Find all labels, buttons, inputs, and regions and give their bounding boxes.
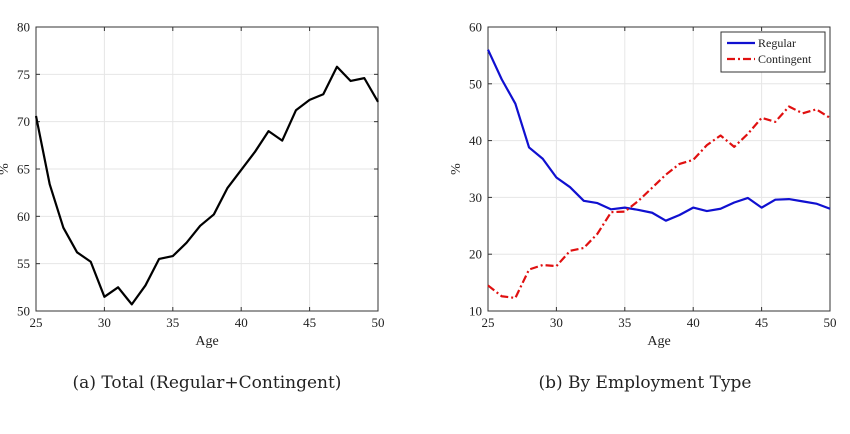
x-tick-label: 35: [166, 315, 179, 330]
y-tick-label: 80: [17, 20, 30, 35]
y-tick-label: 50: [469, 76, 482, 91]
x-axis-label: Age: [195, 334, 218, 349]
x-tick-label: 50: [824, 315, 837, 330]
x-tick-label: 35: [618, 315, 631, 330]
y-tick-label: 70: [17, 114, 30, 129]
series-line-regular: [487, 49, 831, 222]
y-tick-label: 30: [469, 190, 482, 205]
x-tick-label: 45: [303, 315, 316, 330]
y-tick-label: 20: [469, 247, 482, 262]
x-tick-label: 40: [687, 315, 700, 330]
legend-label-regular: Regular: [758, 36, 796, 50]
x-tick-label: 25: [482, 315, 495, 330]
legend: Regular Contingent: [720, 31, 826, 73]
x-tick-label: 40: [235, 315, 248, 330]
panel-a-total: 25 30 35 40 45 50 50 55 60 65 70 75 80 Age% (a) Total …: [0, 20, 385, 394]
plot-area-frame: [487, 26, 831, 312]
y-tick-label: 60: [469, 20, 482, 35]
x-tick-label: 30: [550, 315, 563, 330]
series-line-total: [34, 65, 379, 306]
x-tick-label: 45: [755, 315, 768, 330]
y-tick-label: 10: [469, 304, 482, 319]
y-tick-label: 60: [17, 209, 30, 224]
x-axis-label: Age: [647, 334, 670, 349]
x-tick-label: 30: [98, 315, 111, 330]
x-tick-label: 50: [372, 315, 385, 330]
y-tick-label: 50: [17, 304, 30, 319]
series-line-contingent: [487, 105, 831, 300]
legend-box: [720, 31, 826, 73]
panel-b-by-employment-type: 25 30 35 40 45 50 10 20 30 40 50 60 Age% Regular Conti…: [449, 20, 837, 394]
legend-label-contingent: Contingent: [758, 52, 812, 66]
y-axis-label: %: [449, 163, 464, 175]
y-tick-label: 55: [17, 256, 30, 271]
panel-caption: (b) By Employment Type: [539, 373, 752, 393]
y-tick-label: 40: [469, 133, 482, 148]
panel-caption: (a) Total (Regular+Contingent): [73, 373, 342, 393]
y-tick-label: 65: [17, 162, 30, 177]
x-tick-label: 25: [30, 315, 43, 330]
y-axis-label: %: [0, 163, 12, 175]
y-tick-label: 75: [17, 67, 30, 82]
